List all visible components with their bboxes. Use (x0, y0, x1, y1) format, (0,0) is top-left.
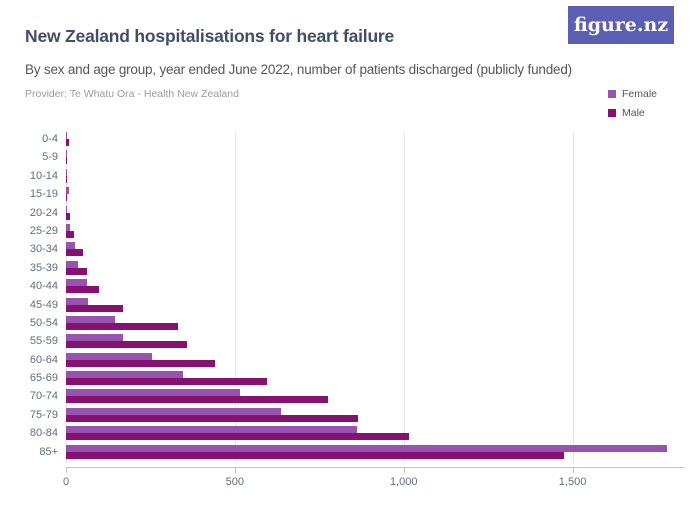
chart-row-15-19 (66, 187, 684, 205)
bar-male-45-49[interactable] (66, 304, 124, 312)
x-axis: 0 500 1,000 1,500 (62, 467, 684, 494)
legend-label: Female (622, 88, 658, 100)
bar-male-40-44[interactable] (66, 286, 99, 294)
bar-female-20-24[interactable] (66, 205, 67, 213)
bar-female-60-64[interactable] (66, 352, 153, 360)
bar-male-50-54[interactable] (66, 322, 179, 330)
bar-female-80-84[interactable] (66, 426, 357, 434)
y-axis-label-60-64: 60-64 (29, 353, 58, 366)
bar-female-0-4[interactable] (66, 132, 68, 139)
bar-female-70-74[interactable] (66, 389, 241, 397)
bar-female-65-69[interactable] (66, 371, 183, 379)
bar-male-60-64[interactable] (66, 359, 216, 367)
x-axis-tick-1500 (572, 468, 574, 473)
y-axis-label-20-24: 20-24 (29, 206, 58, 219)
chart-row-0-4 (66, 132, 684, 150)
x-axis-tick-500 (234, 468, 236, 473)
bar-female-15-19[interactable] (66, 187, 69, 195)
bar-male-20-24[interactable] (66, 212, 70, 220)
chart-row-5-9 (66, 150, 684, 168)
chart-row-85+ (66, 444, 684, 463)
gridline-1000 (403, 132, 405, 463)
bar-male-55-59[interactable] (66, 341, 188, 349)
bar-male-75-79[interactable] (66, 414, 359, 422)
y-axis-label-0-4: 0-4 (42, 133, 58, 145)
chart-row-65-69 (66, 371, 684, 389)
y-axis-label-45-49: 45-49 (29, 298, 58, 311)
page-title: New Zealand hospitalisations for heart f… (25, 26, 395, 46)
bar-male-80-84[interactable] (66, 433, 409, 441)
bar-male-35-39[interactable] (66, 267, 88, 275)
chart-row-75-79 (66, 407, 684, 426)
x-axis-label-500: 500 (225, 476, 245, 488)
chart-legend: Female Male (608, 88, 657, 119)
chart-row-60-64 (66, 352, 684, 371)
bar-male-25-29[interactable] (66, 230, 74, 238)
legend-item-female[interactable]: Female (608, 88, 657, 100)
chart-row-50-54 (66, 315, 684, 334)
bar-female-75-79[interactable] (66, 407, 282, 415)
x-axis-tick-0 (66, 468, 67, 473)
legend-swatch-female (608, 90, 616, 98)
y-axis-label-30-34: 30-34 (29, 243, 58, 256)
bar-female-50-54[interactable] (66, 315, 116, 323)
chart-row-35-39 (66, 260, 684, 279)
legend-swatch-male (608, 109, 616, 117)
y-axis-label-10-14: 10-14 (29, 169, 58, 182)
figure-nz-logo-text: figure.nz (573, 14, 669, 36)
bar-male-85+[interactable] (66, 451, 565, 459)
bar-female-30-34[interactable] (66, 242, 76, 250)
x-axis-label-1000: 1,000 (389, 476, 418, 488)
chart-row-25-29 (66, 223, 684, 242)
chart-row-55-59 (66, 334, 684, 352)
bar-female-40-44[interactable] (66, 279, 87, 287)
gridline-500 (234, 132, 236, 463)
provider-credit: Provider: Te Whatu Ora - Health New Zeal… (25, 88, 239, 100)
y-axis-label-65-69: 65-69 (29, 372, 58, 385)
bar-male-0-4[interactable] (66, 139, 69, 146)
x-axis-label-1500: 1,500 (558, 476, 587, 488)
y-axis-labels: 0-4 5-9 10-14 15-19 20-24 25-29 30-34 35-39 40-4… (0, 132, 58, 463)
bar-female-35-39[interactable] (66, 260, 78, 268)
y-axis-label-75-79: 75-79 (29, 408, 58, 421)
y-axis-label-85+: 85+ (39, 445, 58, 458)
chart-row-40-44 (66, 279, 684, 297)
bar-male-15-19[interactable] (66, 194, 67, 202)
chart-row-30-34 (66, 242, 684, 260)
bar-male-30-34[interactable] (66, 249, 84, 257)
bar-female-25-29[interactable] (66, 223, 70, 231)
y-axis-label-25-29: 25-29 (29, 224, 58, 237)
legend-label: Male (622, 107, 645, 119)
chart-row-45-49 (66, 297, 684, 316)
bar-female-55-59[interactable] (66, 334, 124, 342)
chart-row-20-24 (66, 205, 684, 224)
y-axis-label-5-9: 5-9 (42, 151, 58, 164)
chart-row-10-14 (66, 168, 684, 187)
y-axis-label-40-44: 40-44 (29, 280, 58, 293)
legend-item-male[interactable]: Male (608, 107, 657, 119)
bar-female-85+[interactable] (66, 444, 668, 452)
y-axis-label-55-59: 55-59 (29, 335, 58, 348)
gridline-1500 (572, 132, 574, 463)
y-axis-label-80-84: 80-84 (29, 427, 58, 440)
y-axis-label-50-54: 50-54 (29, 316, 58, 329)
bar-male-65-69[interactable] (66, 378, 267, 386)
bar-male-70-74[interactable] (66, 396, 329, 404)
bar-female-45-49[interactable] (66, 297, 88, 305)
y-axis-label-35-39: 35-39 (29, 261, 58, 274)
y-axis-label-70-74: 70-74 (29, 390, 58, 403)
figure-nz-logo[interactable]: figure.nz (568, 6, 674, 44)
x-axis-label-0: 0 (62, 476, 70, 488)
y-axis-label-15-19: 15-19 (29, 188, 58, 201)
x-axis-tick-1000 (403, 468, 405, 473)
chart-row-80-84 (66, 426, 684, 444)
plot-area (66, 132, 684, 463)
chart-row-70-74 (66, 389, 684, 407)
chart-subtitle: By sex and age group, year ended June 20… (25, 62, 572, 77)
